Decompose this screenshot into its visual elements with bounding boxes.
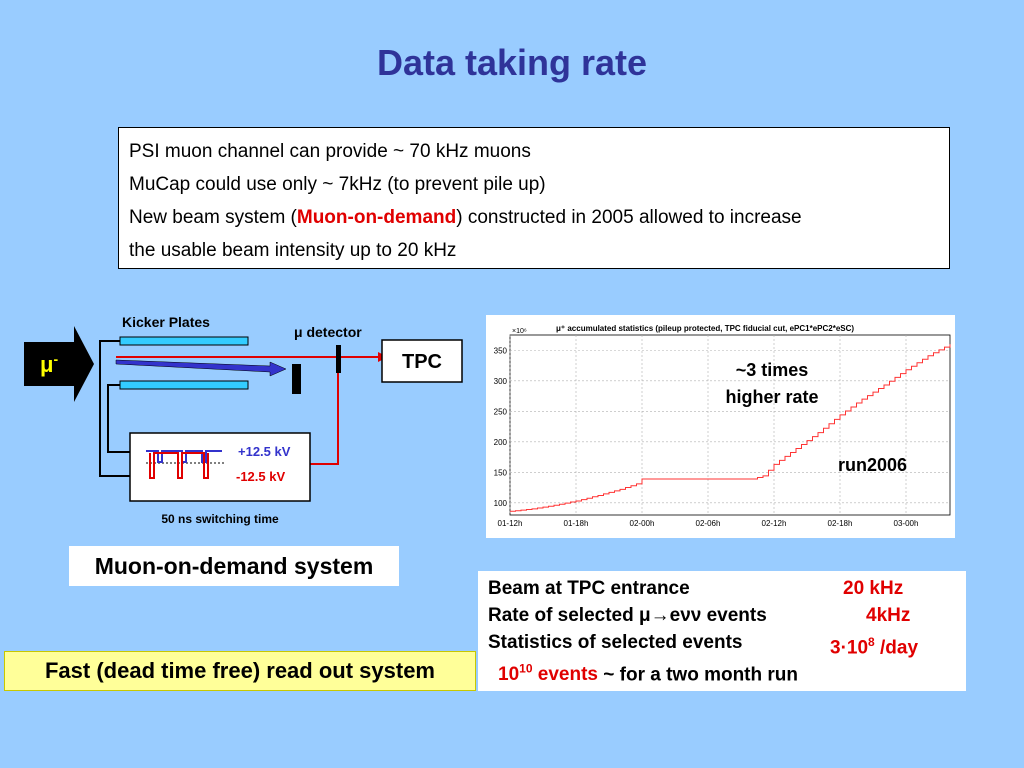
minus-pulse-waveform	[149, 452, 209, 479]
muon-on-demand-highlight: Muon-on-demand	[296, 207, 457, 228]
total-events-value: 1010 events	[498, 662, 598, 686]
plot-background	[486, 315, 955, 538]
detector-signal-line	[310, 373, 339, 465]
y-tick-label: 300	[494, 377, 508, 386]
info-line-1: PSI muon channel can provide ~ 70 kHz mu…	[129, 141, 531, 162]
x-tick-label: 02-12h	[762, 519, 787, 528]
page-title: Data taking rate	[376, 42, 648, 83]
beam-rate-value: 20 kHz	[843, 578, 904, 599]
x-tick-label: 03-00h	[894, 519, 919, 528]
series-line	[510, 344, 951, 512]
y-exponent-label: ×10⁶	[512, 328, 527, 335]
kicked-beam-arrow	[115, 359, 287, 377]
fast-readout-box: Fast (dead time free) read out system	[4, 651, 476, 691]
kicker-plate-top	[119, 336, 249, 346]
plus-pulse-waveform	[146, 450, 222, 463]
y-tick-label: 250	[494, 407, 508, 416]
y-tick-label: 350	[494, 346, 508, 355]
kicker-plates-label: Kicker Plates	[122, 314, 210, 330]
muon-on-demand-caption: Muon-on-demand system	[69, 546, 399, 586]
annotation-run2006: run2006	[838, 455, 907, 475]
wire-top	[99, 340, 130, 477]
x-tick-label: 02-18h	[828, 519, 853, 528]
annotation-3x-line1: ~3 times	[736, 360, 809, 380]
tpc-box	[381, 339, 463, 383]
tpc-label: TPC	[402, 351, 442, 373]
x-tick-label: 02-00h	[630, 519, 655, 528]
mu-detector-label: μ detector	[294, 324, 362, 340]
mu-detector	[336, 345, 341, 373]
wire-bottom	[107, 384, 130, 453]
muon-beam-arrow-icon	[24, 326, 94, 402]
x-tick-label: 01-12h	[498, 519, 523, 528]
annotation-3x-line2: higher rate	[725, 387, 818, 407]
beam-stopper	[292, 364, 301, 394]
stats-row-beam: Beam at TPC entrance 20 kHz	[488, 575, 966, 602]
info-line-2: MuCap could use only ~ 7kHz (to prevent …	[129, 174, 546, 195]
hv-switch-box	[129, 432, 311, 502]
stats-row-rate: Rate of selected μ→eνν events 4kHz	[488, 602, 966, 629]
event-rate-value: 4kHz	[866, 605, 911, 626]
kicker-plate-bottom	[119, 380, 249, 390]
y-tick-label: 200	[494, 438, 508, 447]
muon-on-demand-diagram: μ- Kicker Plates μ detector TPC +12.5 kV…	[24, 314, 463, 526]
info-line-4: the usable beam intensity up to 20 kHz	[129, 240, 457, 261]
info-box: PSI muon channel can provide ~ 70 kHz mu…	[118, 127, 950, 269]
info-line-3: New beam system (Muon-on-demand) constru…	[129, 207, 802, 228]
plus-voltage-label: +12.5 kV	[238, 444, 291, 459]
chart-title: μ⁺ accumulated statistics (pileup protec…	[556, 324, 854, 333]
minus-voltage-label: -12.5 kV	[236, 469, 285, 484]
muon-label: μ-	[40, 351, 58, 377]
accumulated-statistics-chart: μ⁺ accumulated statistics (pileup protec…	[486, 315, 955, 538]
x-tick-label: 02-06h	[696, 519, 721, 528]
x-tick-label: 01-18h	[564, 519, 589, 528]
stats-row-total: 1010 events ~ for a two month run	[498, 662, 799, 686]
switching-time-label: 50 ns switching time	[161, 512, 279, 526]
stats-row-statistics: Statistics of selected events 3·108 /day	[488, 629, 966, 658]
statistics-value: 3·108 /day	[830, 635, 919, 659]
y-tick-label: 100	[494, 499, 508, 508]
y-tick-label: 150	[494, 468, 508, 477]
stats-box: Beam at TPC entrance 20 kHz Rate of sele…	[478, 571, 966, 691]
